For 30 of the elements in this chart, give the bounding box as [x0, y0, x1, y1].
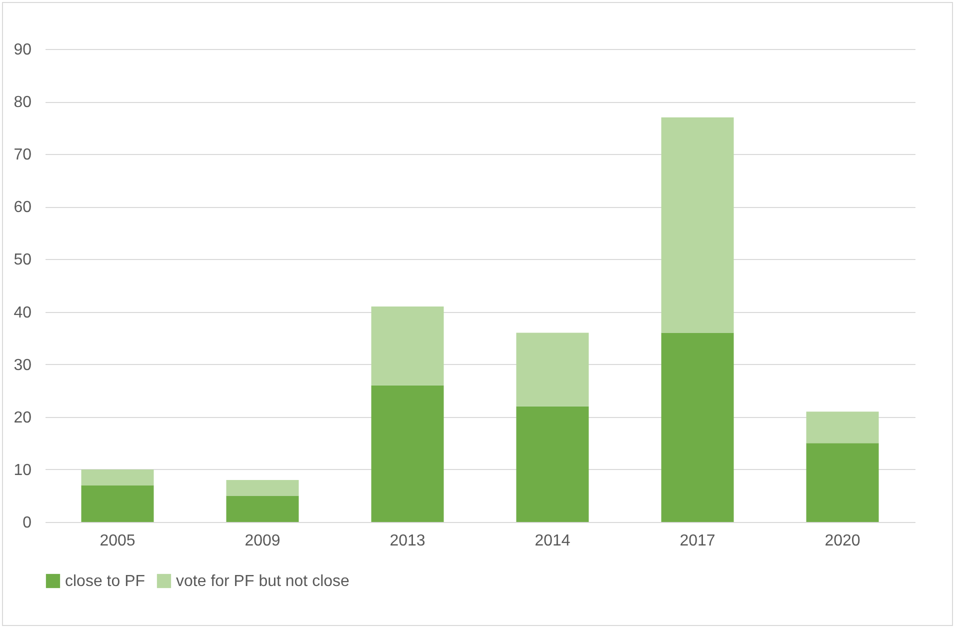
- x-tick-label: 2014: [534, 532, 570, 550]
- y-tick-label: 10: [14, 462, 32, 479]
- y-tick-label: 60: [14, 199, 32, 216]
- y-tick-label: 30: [14, 356, 32, 374]
- y-tick-label: 70: [14, 146, 32, 164]
- bar: [81, 469, 154, 486]
- legend-label: close to PF: [65, 573, 146, 590]
- legend-label: vote for PF but not close: [176, 573, 350, 590]
- bar: [516, 332, 589, 406]
- y-tick-label: 20: [14, 409, 32, 426]
- x-tick-label: 2013: [390, 532, 426, 550]
- bar: [81, 485, 154, 522]
- x-tick-label: 2005: [100, 532, 136, 550]
- bar: [371, 306, 444, 386]
- bar: [516, 406, 589, 522]
- y-tick-label: 0: [22, 514, 32, 532]
- bar: [371, 385, 444, 522]
- x-tick-label: 2017: [680, 532, 716, 550]
- bar: [661, 117, 734, 333]
- bar: [226, 496, 299, 522]
- x-tick-label: 2020: [824, 532, 860, 550]
- y-tick-label: 40: [14, 304, 32, 322]
- y-tick-label: 90: [14, 42, 32, 58]
- x-tick-label: 2009: [244, 532, 280, 550]
- bar: [661, 332, 734, 522]
- bar: [226, 480, 299, 496]
- bar: [806, 443, 879, 522]
- bar: [806, 412, 879, 444]
- y-tick-label: 50: [14, 252, 32, 269]
- y-tick-label: 80: [14, 94, 32, 112]
